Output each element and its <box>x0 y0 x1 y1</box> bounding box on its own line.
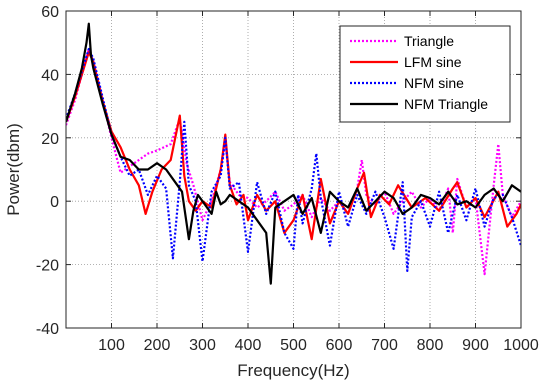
y-tick-label: 60 <box>41 4 59 21</box>
x-tick-label: 700 <box>371 337 398 354</box>
y-tick-label: 0 <box>50 194 59 211</box>
x-tick-label: 900 <box>462 337 489 354</box>
y-tick-label: -20 <box>36 258 59 275</box>
legend-box <box>339 25 511 123</box>
legend: Triangle LFM sine NFM sine NFM Triangle <box>339 25 511 123</box>
x-tick-label: 500 <box>280 337 307 354</box>
legend-label-nfm-sine: NFM sine <box>404 75 464 91</box>
y-tick-label: -40 <box>36 321 59 338</box>
y-tick-label: 40 <box>41 67 59 84</box>
legend-label-nfm-triangle: NFM Triangle <box>404 96 488 112</box>
legend-label-lfm-sine: LFM sine <box>404 54 462 70</box>
tick-labels: 100 200 300 400 500 600 700 800 900 1000 -40 -20 0 20… <box>36 4 539 354</box>
x-tick-label: 400 <box>235 337 262 354</box>
x-tick-label: 800 <box>417 337 444 354</box>
axis-ticks <box>66 10 522 329</box>
x-axis-label: Frequency(Hz) <box>237 361 349 380</box>
series-line-nfm-sine <box>66 47 521 272</box>
y-tick-label: 20 <box>41 131 59 148</box>
series-layer <box>66 22 521 285</box>
x-tick-label: 100 <box>98 337 125 354</box>
x-tick-label: 300 <box>189 337 216 354</box>
legend-label-triangle: Triangle <box>404 33 454 49</box>
x-tick-label: 200 <box>144 337 171 354</box>
x-tick-label: 1000 <box>503 337 539 354</box>
x-tick-label: 600 <box>326 337 353 354</box>
y-axis-label: Power(dbm) <box>4 123 23 216</box>
series-line-nfm-triangle <box>66 22 521 285</box>
